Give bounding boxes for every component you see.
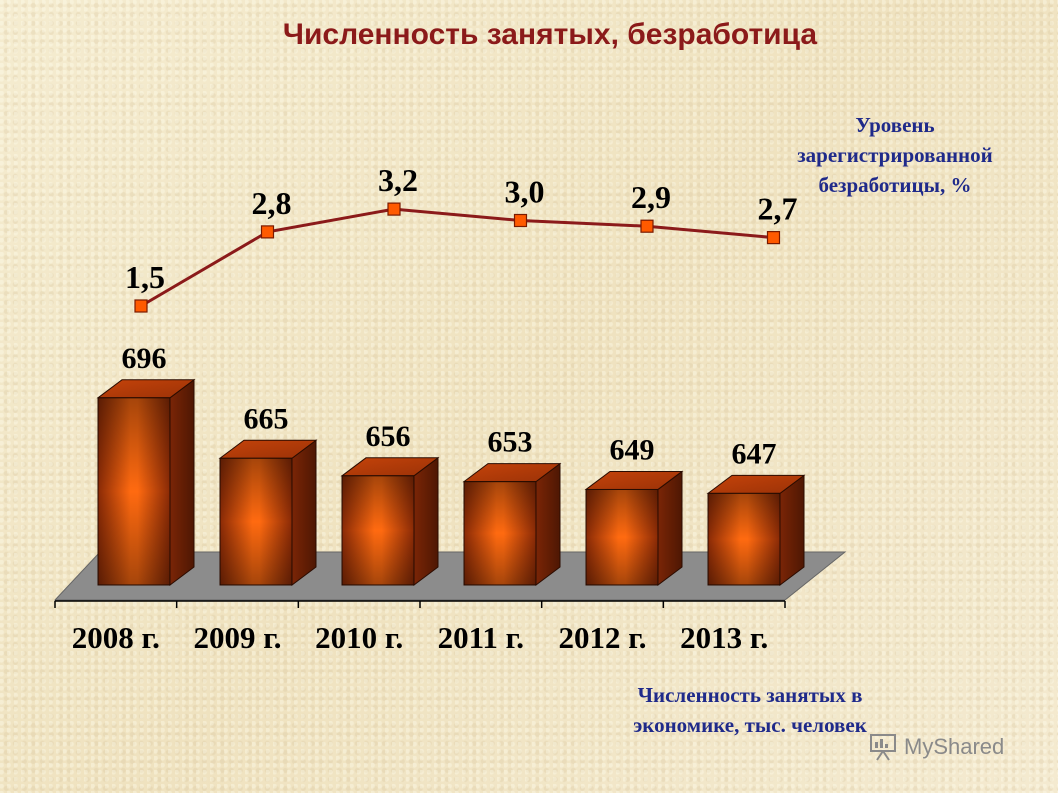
line-point-3: 3,0 [505,174,545,228]
line-marker [640,219,654,233]
bar-shade [98,397,170,585]
x-tick-label: 2009 г. [193,620,281,655]
bar-side [413,456,439,586]
bar-series: 696 665 656 653 649 647 [96,342,806,586]
bar-side [169,378,195,586]
line-point-0: 1,5 [125,259,165,313]
line-marker [134,299,148,313]
bar-value-label: 656 [366,420,411,453]
bar-shade [708,493,780,585]
x-tick-label: 2011 г. [438,620,524,655]
line-value-label: 2,7 [758,191,798,227]
line-value-label: 1,5 [125,259,165,295]
bar-0: 696 [96,342,196,586]
line-value-label: 2,8 [252,185,292,221]
line-marker [260,225,275,239]
line-path [140,207,774,308]
line-point-4: 2,9 [631,179,671,233]
bar-value-label: 696 [122,342,167,375]
bar-value-label: 665 [244,402,289,435]
watermark: MyShared [868,732,1004,762]
bar-value-label: 647 [732,437,777,470]
bar-series-label: Численность занятых в экономике, тыс. че… [633,683,867,737]
line-point-5: 2,7 [758,191,798,245]
line-series-label: Уровень зарегистрированной безработицы, … [797,113,993,197]
line-series: 1,5 2,8 3,2 3,0 2,9 2,7 [125,162,798,313]
line-marker [766,231,781,245]
bar-shade [342,475,414,585]
bar-5: 647 [706,437,806,586]
x-tick-label: 2013 г. [680,620,768,655]
x-tick-label: 2010 г. [315,620,403,655]
bar-3: 653 [462,426,562,586]
bar-side [291,439,317,586]
chart-title: Численность занятых, безработица [282,18,818,51]
presentation-icon [870,734,896,761]
x-tick-label: 2012 г. [558,620,646,655]
line-marker [387,202,401,216]
watermark-text: MyShared [904,734,1005,759]
line-value-label: 3,2 [378,162,418,198]
x-axis: 2008 г. 2009 г. 2010 г. 2011 г. 2012 г. 2013 … [54,600,786,655]
line-point-1: 2,8 [252,185,292,239]
bar-value-label: 649 [610,433,655,466]
bar-side [657,470,683,586]
x-tick-label: 2008 г. [72,620,160,655]
bar-shade [464,481,536,585]
bar-side [535,462,561,586]
bar-2: 656 [340,420,440,586]
line-marker [513,213,528,228]
bar-side [779,474,805,586]
line-value-label: 2,9 [631,179,671,215]
line-point-2: 3,2 [378,162,418,216]
bar-4: 649 [584,433,684,586]
bar-shade [586,489,658,585]
bar-1: 665 [218,402,318,586]
line-value-label: 3,0 [505,174,545,210]
bar-shade [220,458,292,585]
bar-value-label: 653 [488,426,533,459]
